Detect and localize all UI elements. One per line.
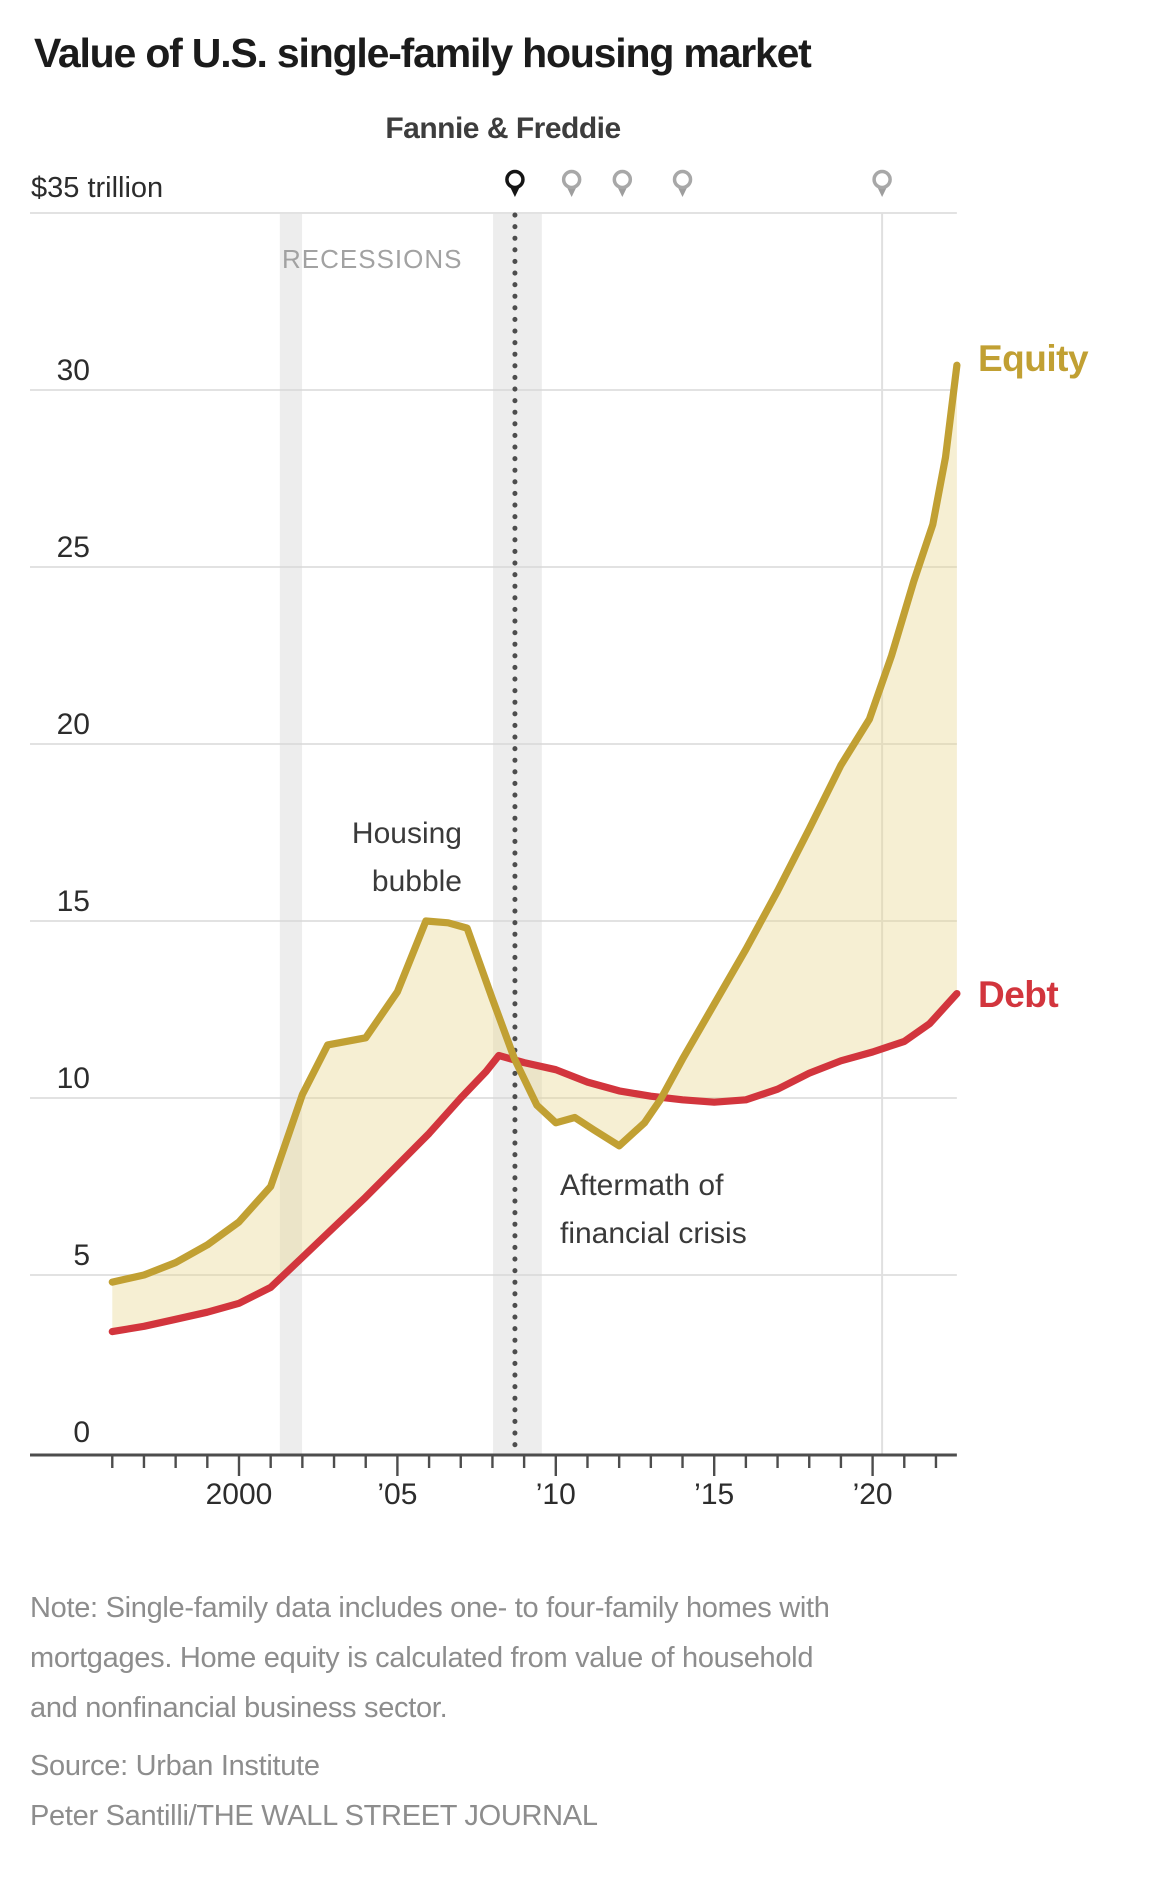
equity-line [108,361,961,1286]
source-line: Source: Urban Institute [30,1750,320,1782]
y-axis-unit-label: $35 trillion [31,172,164,204]
y-tick-label: 25 [56,531,90,564]
chart-title: Value of U.S. single-family housing mark… [34,30,812,76]
event-pin[interactable] [872,169,892,198]
annotation-line: Aftermath of [560,1169,724,1202]
y-tick-label: 20 [56,708,90,741]
equity-area-fill [112,921,516,1332]
x-tick-label: ’10 [535,1478,576,1511]
x-tick-label: ’20 [852,1478,893,1511]
x-tick-label: 2000 [205,1478,273,1511]
event-pin[interactable] [612,169,633,198]
event-label: Fannie & Freddie [385,112,621,145]
event-pin-filled[interactable] [505,169,525,198]
recession-band [493,214,542,1455]
annotation-line: bubble [371,865,462,898]
equity-series-label: Equity [978,338,1089,379]
y-tick-label: 0 [73,1416,90,1449]
equity-area-fill [515,1060,663,1146]
recessions-label: RECESSIONS [282,244,463,274]
chart-footnotes: Note: Single-family data includes one- t… [30,1583,830,1841]
y-tick-label: 10 [56,1062,90,1095]
annotation-housing-bubble: Housing bubble [352,810,462,906]
debt-series-label: Debt [978,974,1059,1015]
annotation-line: Housing [351,817,462,850]
annotation-line: financial crisis [560,1217,747,1250]
y-tick-label: 15 [56,885,90,918]
event-pin[interactable] [561,169,582,198]
equity-area-fill [662,365,957,1103]
annotation-aftermath: Aftermath of financial crisis [560,1162,747,1258]
credit-line: Peter Santilli/THE WALL STREET JOURNAL [30,1800,598,1832]
y-tick-label: 30 [56,354,90,387]
x-tick-label: ’05 [377,1478,418,1511]
note-line: and nonfinancial business sector. [30,1692,448,1724]
x-tick-label: ’15 [694,1478,735,1511]
note-line: mortgages. Home equity is calculated fro… [30,1642,814,1674]
event-pin[interactable] [672,169,693,198]
y-tick-label: 5 [73,1239,90,1272]
debt-line [108,989,961,1336]
note-line: Note: Single-family data includes one- t… [30,1592,830,1624]
